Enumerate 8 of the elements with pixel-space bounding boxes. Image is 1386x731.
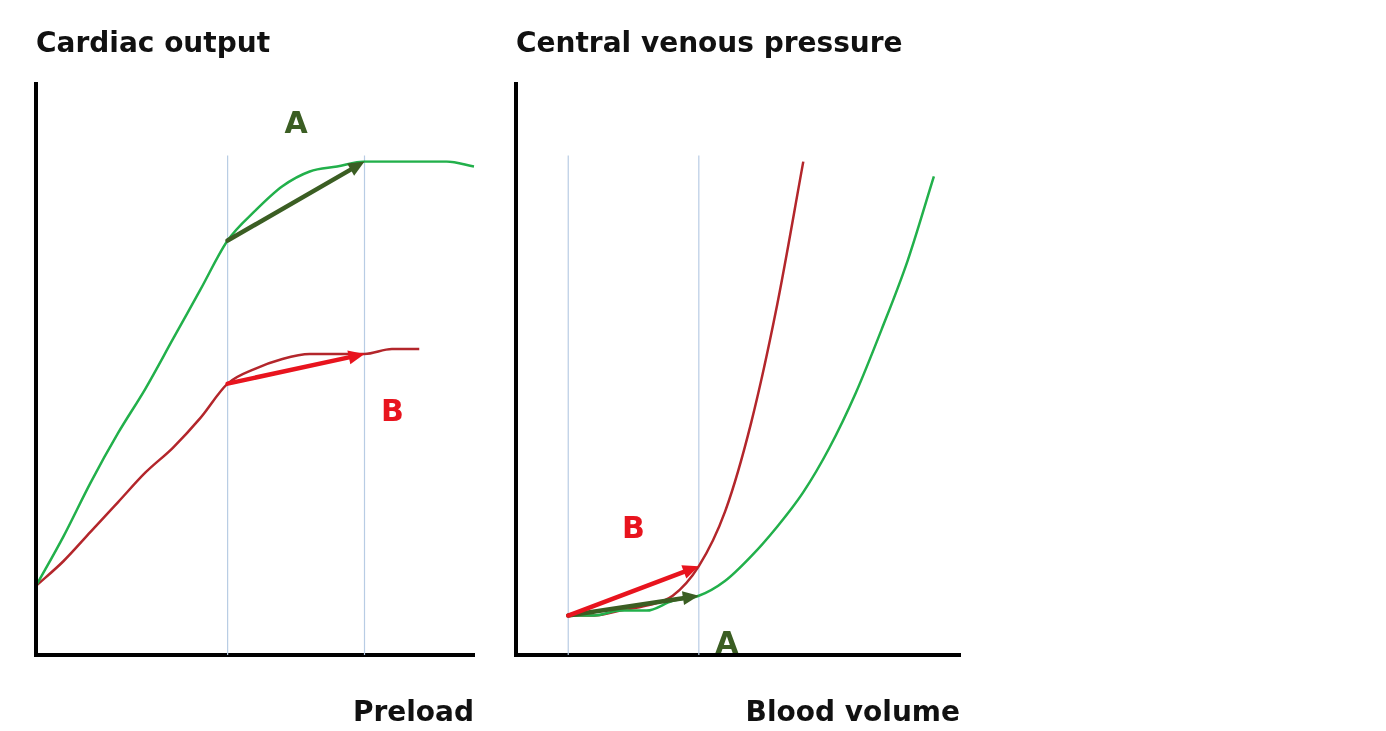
annotation: B xyxy=(622,509,645,545)
x-axis-title: Preload xyxy=(352,695,474,729)
text: A xyxy=(284,105,309,141)
annotation: B xyxy=(381,393,404,429)
x-axis-title: Blood volume xyxy=(745,695,960,729)
chart-title: Cardiac output xyxy=(36,26,271,60)
chart-title: Central venous pressure xyxy=(516,26,903,60)
annotation: A xyxy=(715,625,740,661)
